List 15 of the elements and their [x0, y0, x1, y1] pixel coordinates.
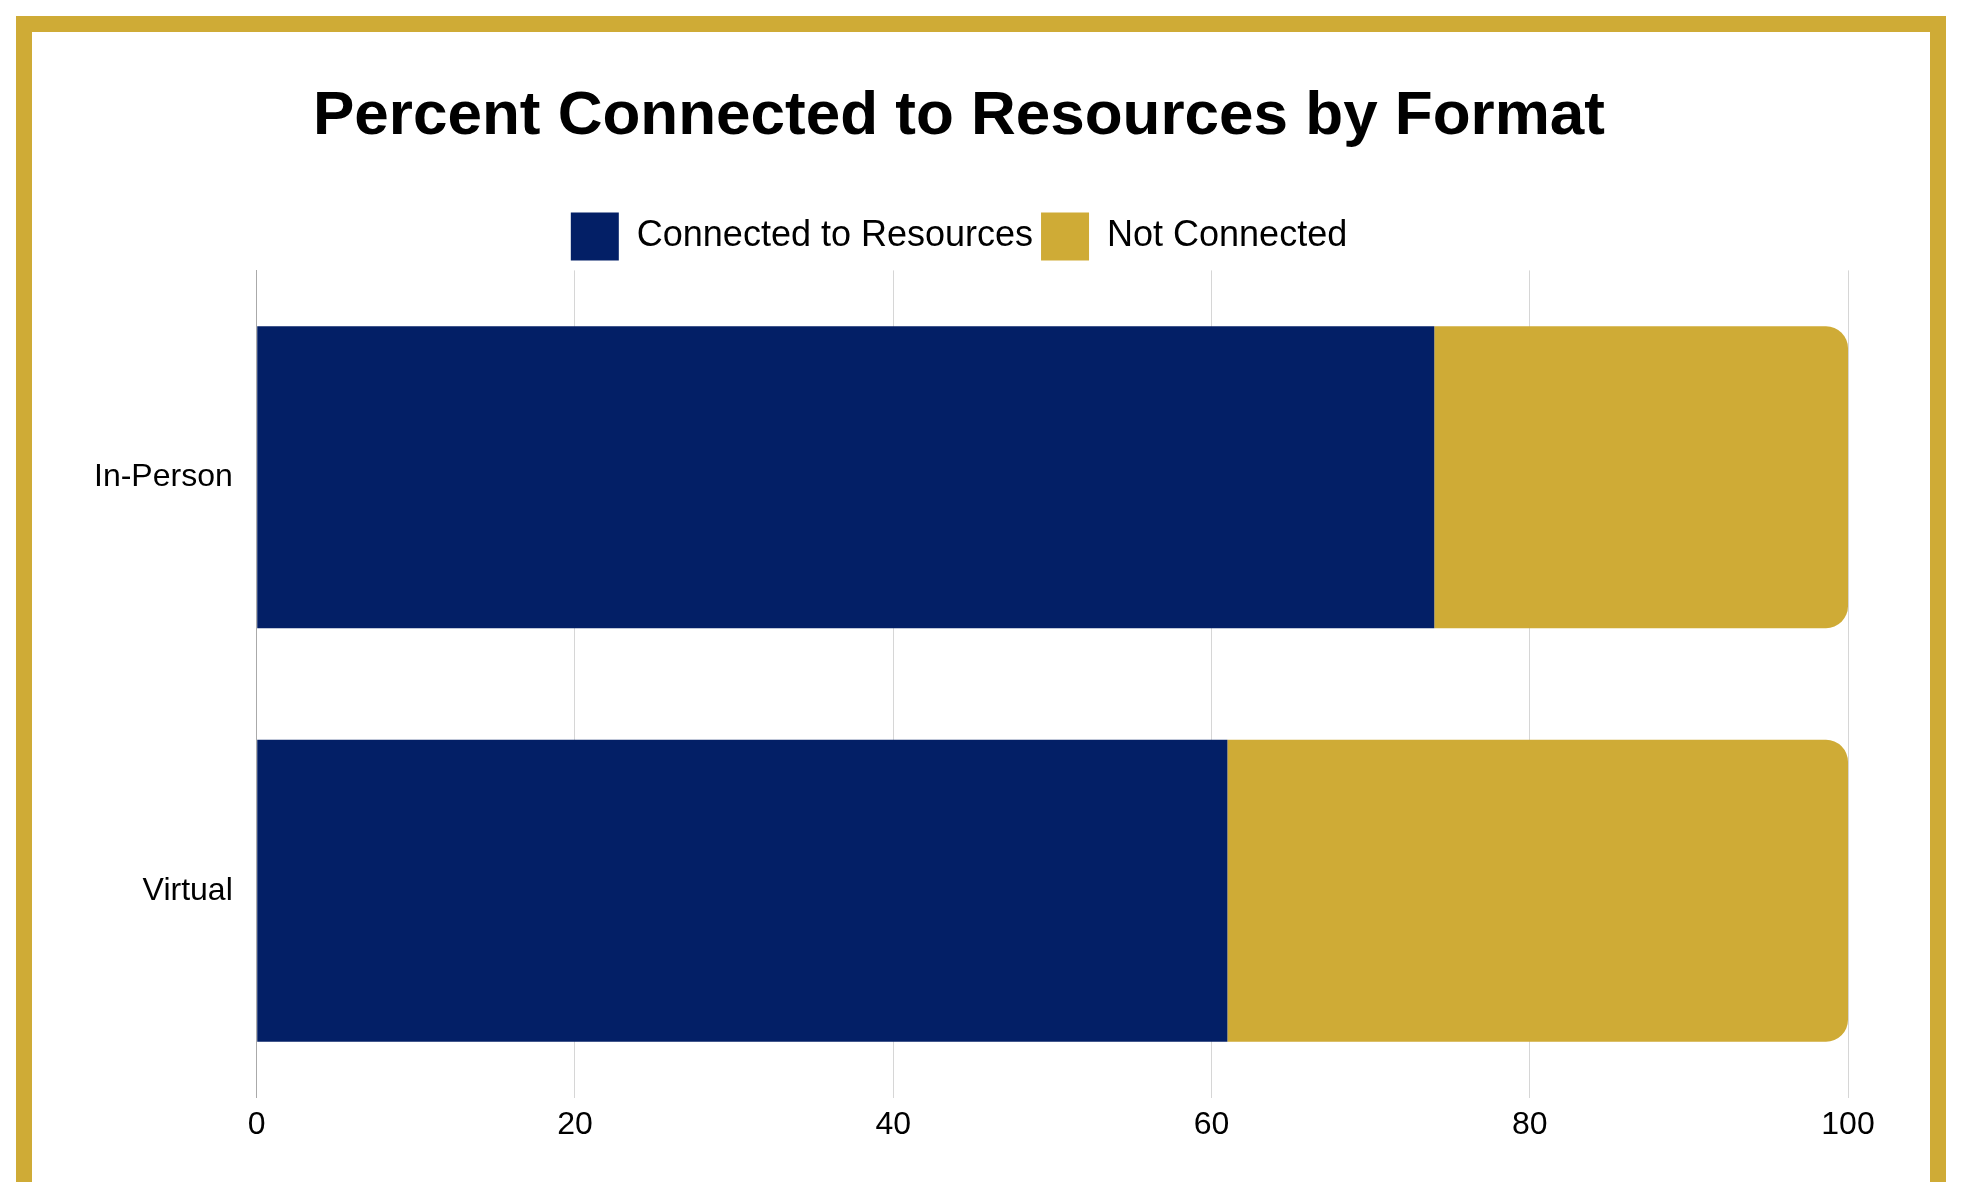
- legend-label: Connected to Resources: [636, 213, 1034, 255]
- y-tick-label: In-Person: [94, 457, 233, 494]
- legend-label: Not Connected: [1107, 213, 1348, 255]
- x-tick-label: 0: [247, 1104, 266, 1141]
- x-tick-label: 100: [1821, 1104, 1875, 1141]
- x-tick-label: 20: [557, 1104, 593, 1141]
- x-tick-label: 60: [1193, 1104, 1230, 1141]
- bar: [257, 326, 1435, 629]
- bar: [1434, 326, 1848, 629]
- chart-title: Percent Connected to Resources by Format: [313, 78, 1605, 148]
- bar: [257, 739, 1228, 1042]
- y-tick-label: Virtual: [142, 870, 233, 907]
- x-tick-label: 40: [875, 1104, 912, 1141]
- x-tick-label: 80: [1511, 1104, 1548, 1141]
- bar: [1227, 739, 1848, 1042]
